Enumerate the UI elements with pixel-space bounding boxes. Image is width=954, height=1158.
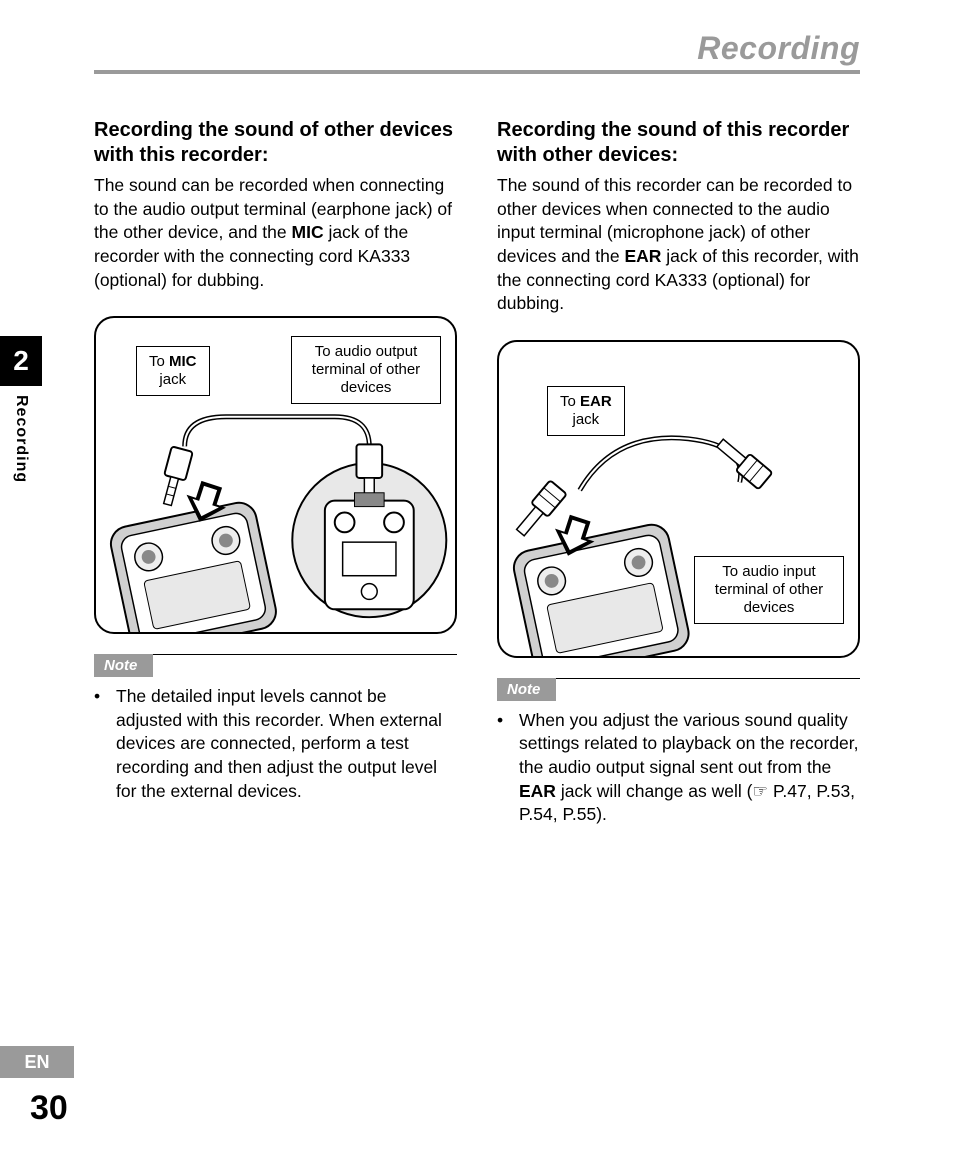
page-title: Recording xyxy=(697,30,860,67)
right-diagram-label-input: To audio input terminal of other devices xyxy=(694,556,844,624)
right-note-bold: EAR xyxy=(519,781,556,801)
left-note: The detailed input levels cannot be adju… xyxy=(94,685,457,803)
label-bold: EAR xyxy=(580,393,612,410)
right-heading: Recording the sound of this recorder wit… xyxy=(497,118,860,168)
language-badge: EN xyxy=(0,1046,74,1078)
chapter-label-vertical: Recording xyxy=(12,395,30,483)
right-note-post: jack will change as well (☞ P.47, P.53, … xyxy=(519,781,855,825)
right-body: The sound of this recorder can be record… xyxy=(497,174,860,316)
left-note-text: The detailed input levels cannot be adju… xyxy=(116,685,457,803)
left-diagram: To MIC jack To audio output terminal of … xyxy=(94,316,457,634)
left-heading: Recording the sound of other devices wit… xyxy=(94,118,457,168)
left-diagram-label-mic: To MIC jack xyxy=(136,346,210,396)
right-note: When you adjust the various sound qualit… xyxy=(497,709,860,827)
right-diagram-label-ear: To EAR jack xyxy=(547,386,625,436)
label-pre: To xyxy=(149,353,169,370)
label-post: jack xyxy=(573,411,600,428)
right-body-bold: EAR xyxy=(624,246,661,266)
bullet-icon xyxy=(94,685,116,803)
left-body: The sound can be recorded when connectin… xyxy=(94,174,457,292)
label-post: jack xyxy=(159,371,186,388)
bullet-icon xyxy=(497,709,519,827)
right-column: Recording the sound of this recorder wit… xyxy=(497,118,860,827)
left-body-bold: MIC xyxy=(292,222,324,242)
top-rule xyxy=(94,70,860,74)
chapter-number-badge: 2 xyxy=(0,336,42,386)
right-diagram: To EAR jack To audio input terminal of o… xyxy=(497,340,860,658)
left-diagram-label-output: To audio output terminal of other device… xyxy=(291,336,441,404)
right-note-pre: When you adjust the various sound qualit… xyxy=(519,710,859,777)
note-tag: Note xyxy=(94,654,153,677)
label-bold: MIC xyxy=(169,353,197,370)
right-note-text: When you adjust the various sound qualit… xyxy=(519,709,860,827)
left-column: Recording the sound of other devices wit… xyxy=(94,118,457,827)
note-tag: Note xyxy=(497,678,556,701)
label-pre: To xyxy=(560,393,580,410)
page-number: 30 xyxy=(30,1089,68,1128)
